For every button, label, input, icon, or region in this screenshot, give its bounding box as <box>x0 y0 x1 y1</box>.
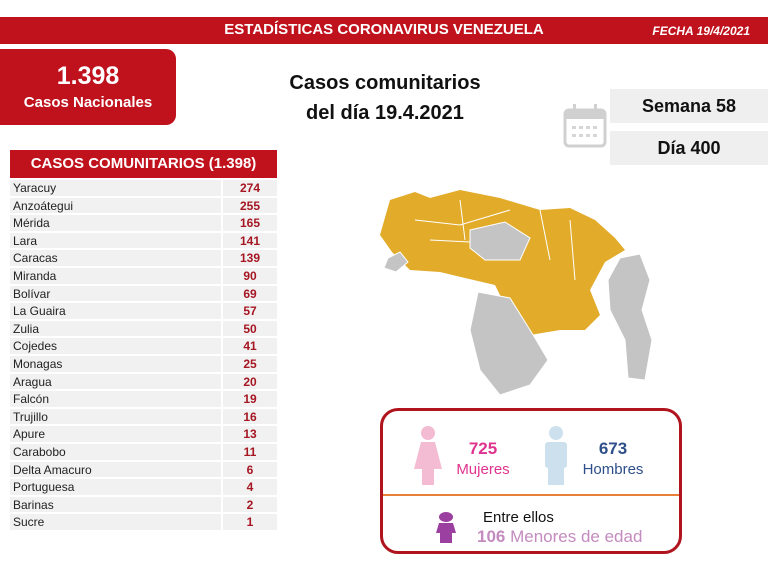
table-row: Portuguesa 4 <box>10 479 277 495</box>
table-row: Delta Amacuro 6 <box>10 461 277 478</box>
map-affected-states <box>380 190 625 335</box>
state-name: Zulia <box>10 320 221 337</box>
state-name: Barinas <box>10 496 221 513</box>
minors-count: 106 <box>477 527 506 546</box>
header-date: FECHA 19/4/2021 <box>652 24 750 38</box>
map-zulia-region <box>383 251 409 273</box>
men-label: Hombres <box>582 461 644 478</box>
table-row: Bolívar 69 <box>10 285 277 302</box>
table-row: Miranda 90 <box>10 267 277 284</box>
week-label: Semana 58 <box>610 89 768 123</box>
table-row: Aragua 20 <box>10 373 277 390</box>
page-title: Casos comunitarios del día 19.4.2021 <box>250 68 520 128</box>
minors-label: Menores de edad <box>510 527 643 546</box>
map-delta-region <box>607 253 653 381</box>
table-row: Anzoátegui 255 <box>10 197 277 214</box>
state-name: Sucre <box>10 514 221 530</box>
state-name: Yaracuy <box>10 180 221 196</box>
table-row: Trujillo 16 <box>10 408 277 425</box>
state-cases: 11 <box>223 443 277 460</box>
header-title: ESTADÍSTICAS CORONAVIRUS VENEZUELA <box>224 21 544 38</box>
state-cases: 25 <box>223 355 277 372</box>
demographics-card: 725 Mujeres 673 Hombres Entre ellos 106 … <box>380 408 682 554</box>
calendar-icon <box>563 104 607 148</box>
table-row: Caracas 139 <box>10 250 277 266</box>
state-cases: 90 <box>223 267 277 284</box>
divider <box>383 494 679 496</box>
minors-line: 106 Menores de edad <box>477 527 642 547</box>
table-row: Carabobo 11 <box>10 443 277 460</box>
women-count: 725 <box>468 439 498 458</box>
state-cases: 19 <box>223 391 277 407</box>
national-cases-value: 1.398 <box>56 62 120 90</box>
minors-intro: Entre ellos <box>483 509 554 526</box>
cases-table: CASOS COMUNITARIOS (1.398) Yaracuy 274 Anz… <box>10 150 277 532</box>
state-name: Anzoátegui <box>10 197 221 214</box>
state-cases: 41 <box>223 338 277 354</box>
map-barinas-region <box>469 221 531 261</box>
table-row: Cojedes 41 <box>10 338 277 354</box>
national-cases-label: Casos Nacionales <box>23 94 153 111</box>
state-name: Caracas <box>10 250 221 266</box>
table-row: Falcón 19 <box>10 391 277 407</box>
woman-icon <box>414 426 442 485</box>
table-row: Monagas 25 <box>10 355 277 372</box>
state-name: Miranda <box>10 267 221 284</box>
table-row: Barinas 2 <box>10 496 277 513</box>
men-count: 673 <box>598 439 628 458</box>
state-name: La Guaira <box>10 303 221 319</box>
state-cases: 16 <box>223 408 277 425</box>
state-cases: 255 <box>223 197 277 214</box>
state-cases: 2 <box>223 496 277 513</box>
state-cases: 139 <box>223 250 277 266</box>
table-row: Sucre 1 <box>10 514 277 530</box>
state-cases: 57 <box>223 303 277 319</box>
day-label: Día 400 <box>610 131 768 165</box>
state-name: Aragua <box>10 373 221 390</box>
state-name: Cojedes <box>10 338 221 354</box>
map-amazonas-region <box>469 291 549 396</box>
state-cases: 13 <box>223 426 277 442</box>
venezuela-map <box>380 190 653 396</box>
table-row: Zulia 50 <box>10 320 277 337</box>
title-line-2: del día 19.4.2021 <box>306 102 464 124</box>
state-cases: 141 <box>223 232 277 249</box>
table-row: Apure 13 <box>10 426 277 442</box>
title-line-1: Casos comunitarios <box>289 72 481 94</box>
state-name: Lara <box>10 232 221 249</box>
state-cases: 69 <box>223 285 277 302</box>
header-bar: ESTADÍSTICAS CORONAVIRUS VENEZUELA FECHA… <box>0 17 768 44</box>
state-cases: 50 <box>223 320 277 337</box>
state-name: Falcón <box>10 391 221 407</box>
state-name: Portuguesa <box>10 479 221 495</box>
table-row: Mérida 165 <box>10 215 277 231</box>
national-cases-card: 1.398 Casos Nacionales <box>0 49 176 125</box>
state-name: Trujillo <box>10 408 221 425</box>
state-name: Mérida <box>10 215 221 231</box>
table-row: Lara 141 <box>10 232 277 249</box>
state-cases: 4 <box>223 479 277 495</box>
table-header: CASOS COMUNITARIOS (1.398) <box>10 150 277 178</box>
state-name: Apure <box>10 426 221 442</box>
state-cases: 1 <box>223 514 277 530</box>
state-name: Bolívar <box>10 285 221 302</box>
state-cases: 20 <box>223 373 277 390</box>
child-icon <box>436 512 456 543</box>
state-cases: 6 <box>223 461 277 478</box>
table-row: Yaracuy 274 <box>10 180 277 196</box>
state-name: Monagas <box>10 355 221 372</box>
man-icon <box>545 426 567 485</box>
state-name: Delta Amacuro <box>10 461 221 478</box>
table-row: La Guaira 57 <box>10 303 277 319</box>
state-cases: 274 <box>223 180 277 196</box>
state-name: Carabobo <box>10 443 221 460</box>
women-label: Mujeres <box>456 461 510 478</box>
state-cases: 165 <box>223 215 277 231</box>
